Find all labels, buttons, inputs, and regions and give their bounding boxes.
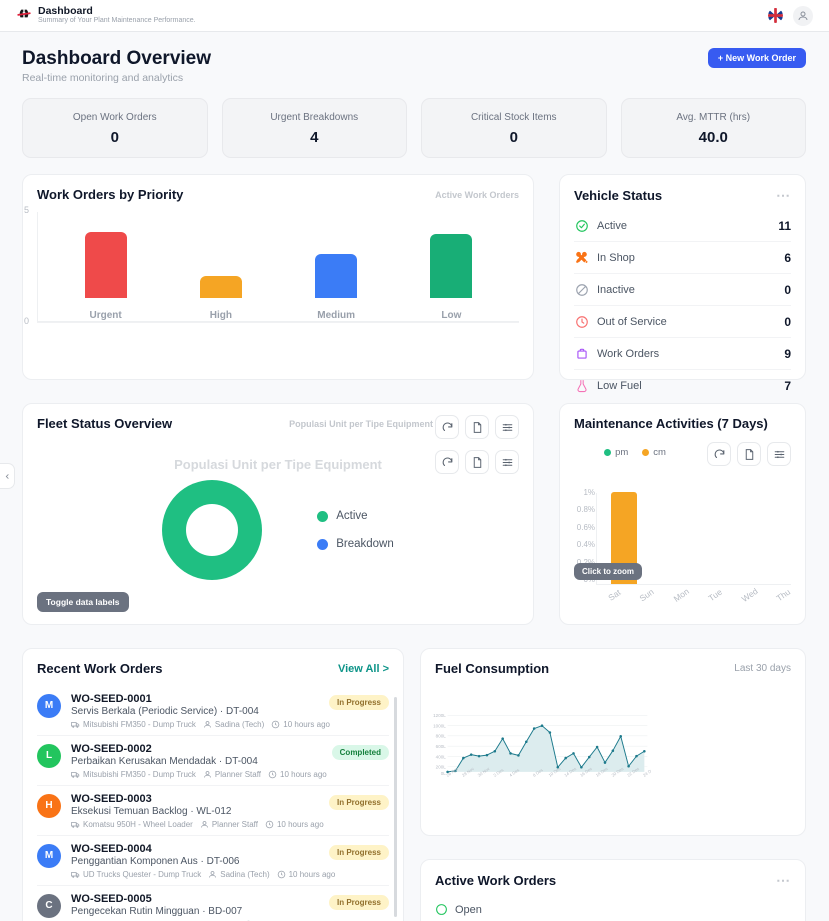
svg-text:1200L: 1200L [433, 713, 446, 718]
svg-text:800L: 800L [436, 734, 447, 739]
svg-text:200L: 200L [436, 765, 447, 770]
svg-text:1000L: 1000L [433, 723, 446, 728]
svg-text:600L: 600L [436, 744, 447, 749]
svg-text:400L: 400L [436, 754, 447, 759]
